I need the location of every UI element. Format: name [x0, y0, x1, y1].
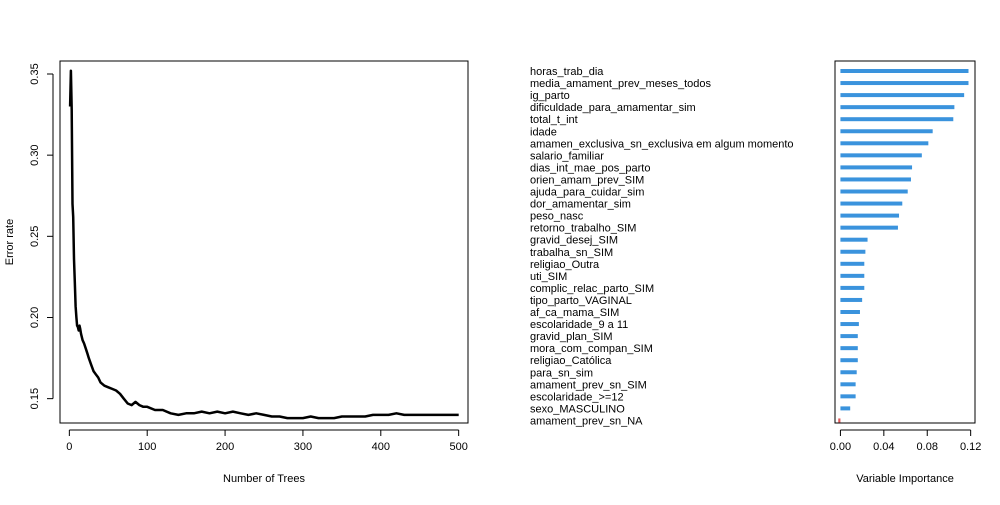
- error-rate-y-tick-label: 0.20: [29, 307, 41, 328]
- importance-variable-label: escolaridade_>=12: [530, 391, 624, 403]
- importance-bar: [840, 165, 913, 170]
- importance-variable-label: ig_parto: [530, 90, 570, 102]
- variable-importance-panel: horas_trab_diamedia_amament_prev_meses_t…: [530, 60, 981, 485]
- importance-bar: [840, 201, 903, 206]
- importance-bar: [840, 249, 866, 254]
- importance-bars: [838, 69, 969, 423]
- error-rate-x-axis: 0 100 200 300 400 500: [66, 429, 468, 453]
- error-rate-x-tick-label: 500: [449, 441, 467, 453]
- importance-bar: [840, 382, 856, 387]
- importance-variable-label: dificuldade_para_amamentar_sim: [530, 102, 696, 114]
- importance-variable-label: dor_amamentar_sim: [530, 199, 631, 211]
- importance-bar: [840, 237, 868, 242]
- importance-bar: [840, 334, 858, 339]
- error-rate-x-axis-label: Number of Trees: [223, 473, 305, 485]
- error-rate-plot-frame: [59, 60, 469, 424]
- importance-variable-label: uti_SIM: [530, 271, 567, 283]
- importance-variable-label: ajuda_para_cuidar_sim: [530, 187, 644, 199]
- importance-bar: [840, 153, 922, 158]
- importance-variable-label: salario_familiar: [530, 150, 604, 162]
- importance-bar: [840, 346, 858, 351]
- importance-x-tick-label: 0.08: [917, 441, 938, 453]
- importance-bar: [840, 105, 955, 110]
- importance-variable-label: gravid_desej_SIM: [530, 235, 618, 247]
- importance-variable-label: religiao_Católica: [530, 355, 612, 367]
- importance-variable-label: dias_int_mae_pos_parto: [530, 162, 650, 174]
- importance-variable-label: horas_trab_dia: [530, 66, 604, 78]
- importance-bar: [840, 141, 929, 146]
- error-rate-x-tick-label: 100: [138, 441, 156, 453]
- importance-x-tick-label: 0.00: [830, 441, 851, 453]
- importance-bar: [840, 261, 865, 266]
- importance-bar: [840, 297, 863, 302]
- importance-variable-label: total_t_int: [530, 114, 578, 126]
- importance-bar: [840, 310, 860, 314]
- importance-variable-label: peso_nasc: [530, 211, 584, 223]
- error-rate-panel: 0 100 200 300 400 500 0.15 0.20 0.25 0.30 0.35 Nu…: [4, 60, 469, 485]
- importance-plot-frame: [834, 60, 976, 424]
- importance-bar: [840, 213, 900, 218]
- importance-bar: [840, 394, 856, 399]
- importance-x-axis-label: Variable Importance: [856, 473, 954, 485]
- importance-x-axis: 0.00 0.04 0.08 0.12: [830, 429, 981, 453]
- importance-x-tick-label: 0.04: [873, 441, 894, 453]
- error-rate-y-axis: 0.15 0.20 0.25 0.30 0.35: [29, 63, 54, 409]
- importance-bar: [840, 177, 911, 182]
- error-rate-y-tick-label: 0.35: [29, 63, 41, 84]
- error-rate-y-tick-label: 0.30: [29, 144, 41, 165]
- importance-variable-label: retorno_trabalho_SIM: [530, 223, 636, 235]
- importance-x-tick-label: 0.12: [960, 441, 981, 453]
- importance-bar: [838, 418, 841, 423]
- importance-variable-labels: horas_trab_diamedia_amament_prev_meses_t…: [530, 66, 794, 427]
- importance-variable-label: para_sn_sim: [530, 367, 593, 379]
- importance-variable-label: trabalha_sn_SIM: [530, 247, 613, 259]
- importance-variable-label: af_ca_mama_SIM: [530, 307, 619, 319]
- importance-variable-label: escolaridade_9 a 11: [530, 319, 628, 331]
- error-rate-x-tick-label: 300: [294, 441, 312, 453]
- importance-variable-label: media_amament_prev_meses_todos: [530, 78, 711, 90]
- error-rate-y-tick-label: 0.15: [29, 388, 41, 409]
- importance-variable-label: mora_com_compan_SIM: [530, 343, 653, 355]
- importance-variable-label: orien_amam_prev_SIM: [530, 174, 644, 186]
- importance-bar: [840, 285, 865, 290]
- importance-variable-label: tipo_parto_VAGINAL: [530, 295, 632, 307]
- importance-variable-label: amamen_exclusiva_sn_exclusiva em algum m…: [530, 138, 794, 150]
- importance-variable-label: gravid_plan_SIM: [530, 331, 613, 343]
- importance-bar: [840, 117, 954, 122]
- importance-bar: [840, 93, 965, 98]
- importance-variable-label: sexo_MASCULINO: [530, 403, 625, 415]
- error-rate-y-axis-label: Error rate: [4, 219, 16, 265]
- importance-bar: [840, 225, 898, 230]
- error-rate-y-tick-label: 0.25: [29, 226, 41, 247]
- importance-bar: [840, 81, 969, 86]
- importance-bar: [840, 189, 908, 194]
- importance-bar: [840, 69, 969, 73]
- importance-bar: [840, 370, 857, 375]
- error-rate-x-tick-label: 400: [372, 441, 390, 453]
- importance-bar: [840, 406, 851, 411]
- importance-variable-label: amament_prev_sn_SIM: [530, 379, 647, 391]
- importance-bar: [840, 358, 858, 363]
- importance-variable-label: religiao_Outra: [530, 259, 600, 271]
- importance-bar: [840, 273, 865, 278]
- error-rate-x-tick-label: 200: [216, 441, 234, 453]
- importance-variable-label: amament_prev_sn_NA: [530, 415, 643, 427]
- importance-variable-label: complic_relac_parto_SIM: [530, 283, 654, 295]
- importance-variable-label: idade: [530, 126, 557, 138]
- importance-bar: [840, 129, 933, 134]
- error-rate-line: [68, 69, 459, 420]
- importance-bar: [840, 322, 859, 327]
- error-rate-x-tick-label: 0: [66, 441, 72, 453]
